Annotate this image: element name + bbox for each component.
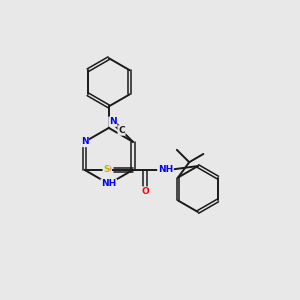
Text: S: S (103, 165, 110, 174)
Text: N: N (81, 137, 88, 146)
Text: O: O (141, 188, 149, 196)
Text: C: C (118, 126, 125, 135)
Text: NH: NH (101, 179, 116, 188)
Text: N: N (109, 117, 117, 126)
Text: NH: NH (158, 165, 173, 174)
Text: O: O (103, 165, 111, 174)
